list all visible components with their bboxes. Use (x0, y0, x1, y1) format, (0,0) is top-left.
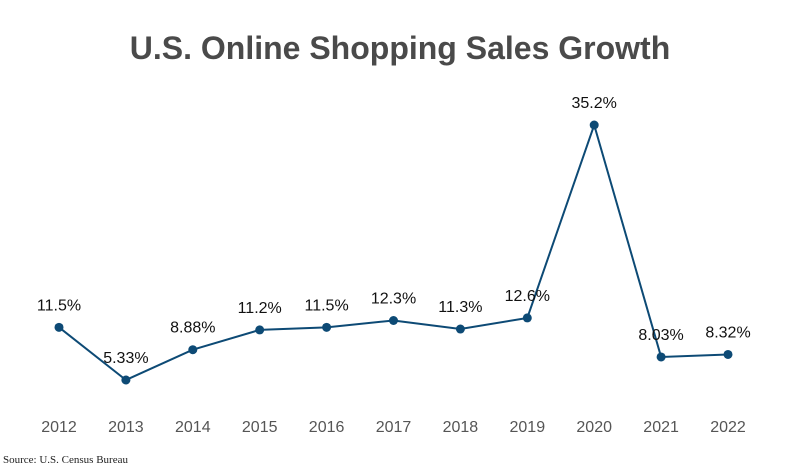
data-point (121, 375, 131, 385)
data-label: 11.2% (238, 300, 282, 317)
data-points-group (54, 120, 733, 385)
data-label: 8.32% (705, 324, 750, 341)
data-label: 11.5% (305, 297, 349, 314)
x-axis-ticks: 2012 2013 2014 2015 2016 2017 2018 2019 2020 2021… (41, 419, 746, 436)
x-tick-label: 2015 (242, 419, 278, 436)
source-note: Source: U.S. Census Bureau (3, 454, 128, 466)
data-label: 35.2% (572, 95, 617, 112)
data-label: 11.3% (438, 299, 482, 316)
x-tick-label: 2013 (108, 419, 144, 436)
x-tick-label: 2022 (710, 419, 746, 436)
data-label: 8.03% (638, 327, 683, 344)
x-tick-label: 2014 (175, 419, 211, 436)
series-line (58, 121, 729, 382)
data-point (188, 345, 198, 355)
data-labels-group: 11.5% 5.33% 8.88% 11.2% 11.5% 12.3% 11.3% 12.6%… (37, 95, 751, 367)
series-line-group (58, 121, 729, 382)
x-tick-label: 2021 (643, 419, 679, 436)
data-point (589, 120, 599, 130)
data-label: 5.33% (103, 350, 148, 367)
x-tick-label: 2018 (443, 419, 479, 436)
x-tick-label: 2020 (576, 419, 612, 436)
data-point (522, 313, 532, 323)
data-point (723, 349, 733, 359)
data-point (255, 325, 265, 335)
data-point (389, 315, 398, 325)
data-label: 12.6% (505, 288, 550, 305)
x-tick-label: 2012 (41, 419, 77, 436)
data-label: 8.88% (170, 320, 215, 337)
x-tick-label: 2019 (510, 419, 546, 436)
x-tick-label: 2017 (376, 419, 412, 436)
data-point (455, 324, 465, 334)
x-tick-label: 2016 (309, 419, 345, 436)
data-point (54, 322, 64, 332)
data-point (322, 322, 332, 332)
data-label: 11.5% (37, 297, 81, 314)
chart-title: U.S. Online Shopping Sales Growth (129, 30, 671, 66)
data-label: 12.3% (371, 290, 416, 307)
data-point (656, 352, 666, 362)
